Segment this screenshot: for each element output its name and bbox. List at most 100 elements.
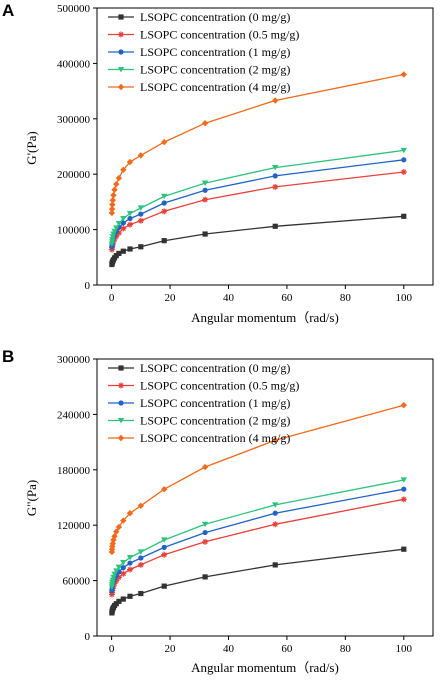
data-point xyxy=(127,560,133,566)
legend-marker xyxy=(118,49,124,55)
y-tick-label: 300000 xyxy=(57,354,91,366)
plot-frame xyxy=(96,7,434,286)
data-point xyxy=(108,205,116,213)
data-point xyxy=(138,555,144,561)
chart-panel-a: A 0 20 40 60 80 100 0 100000 200000 300000 400000 5… xyxy=(2,1,434,325)
data-point xyxy=(400,496,407,503)
data-point xyxy=(161,485,168,493)
data-point xyxy=(138,590,144,597)
data-point xyxy=(120,220,126,226)
legend-item: LSOPC concentration (1 mg/g) xyxy=(108,45,290,59)
data-point xyxy=(401,546,407,552)
data-point xyxy=(120,225,127,232)
data-point xyxy=(400,477,407,483)
legend-label: LSOPC concentration (2 mg/g) xyxy=(140,414,290,428)
data-point xyxy=(202,231,208,237)
series-4 xyxy=(108,71,407,217)
x-axis-title-a: Angular momentum（rad/s) xyxy=(191,310,339,325)
data-point xyxy=(272,521,279,528)
data-point xyxy=(126,210,134,217)
legend-a: LSOPC concentration (0 mg/g) LSOPC concen… xyxy=(108,10,299,94)
legend-item: LSOPC concentration (0 mg/g) xyxy=(108,361,290,375)
data-point xyxy=(202,187,208,193)
series-3 xyxy=(108,147,407,247)
legend-label: LSOPC concentration (2 mg/g) xyxy=(140,63,290,77)
legend-marker xyxy=(117,83,125,91)
data-point xyxy=(127,215,133,222)
data-point xyxy=(272,502,279,508)
legend-item: LSOPC concentration (4 mg/g) xyxy=(108,431,290,445)
data-point xyxy=(120,570,127,577)
y-tick-label: 0 xyxy=(85,631,91,643)
data-point xyxy=(202,574,208,580)
data-point xyxy=(109,201,116,208)
data-point xyxy=(138,244,144,250)
y-tick-label: 0 xyxy=(85,280,91,292)
legend-label: LSOPC concentration (0.5 mg/g) xyxy=(140,379,299,393)
legend-item: LSOPC concentration (0.5 mg/g) xyxy=(108,28,299,42)
data-point xyxy=(111,533,118,540)
y-axis-title-b: G"(Pa) xyxy=(24,480,39,516)
legend-marker xyxy=(117,66,125,73)
data-point xyxy=(120,517,127,524)
data-point xyxy=(161,551,168,558)
data-point xyxy=(109,197,116,204)
panel-label-a: A xyxy=(2,1,14,20)
data-point xyxy=(113,180,120,188)
data-point xyxy=(201,180,209,186)
data-point xyxy=(120,560,127,566)
x-tick-label: 0 xyxy=(109,292,115,304)
data-point xyxy=(127,246,133,252)
series-line xyxy=(111,149,404,245)
data-point xyxy=(116,598,122,604)
y-tick-label: 300000 xyxy=(57,114,91,126)
data-point xyxy=(120,166,127,173)
legend-item: LSOPC concentration (0.5 mg/g) xyxy=(108,379,299,393)
data-point xyxy=(110,536,117,544)
data-point xyxy=(127,221,134,228)
y-tick-label: 120000 xyxy=(57,520,91,532)
data-point xyxy=(127,593,133,599)
y-tick-label: 180000 xyxy=(57,465,91,477)
data-point xyxy=(202,529,208,536)
data-point xyxy=(272,173,278,179)
data-point xyxy=(272,562,278,568)
x-tick-label: 80 xyxy=(340,643,352,655)
data-point xyxy=(161,544,167,550)
data-point xyxy=(137,561,144,568)
series-line xyxy=(111,73,404,214)
data-point xyxy=(120,565,126,571)
legend-item: LSOPC concentration (2 mg/g) xyxy=(108,414,290,428)
y-axis-title-a: G'(Pa) xyxy=(24,131,39,164)
legend-marker xyxy=(118,365,124,371)
data-point xyxy=(272,183,279,190)
legend-label: LSOPC concentration (4 mg/g) xyxy=(140,80,290,94)
data-point xyxy=(110,192,117,199)
data-point xyxy=(400,147,407,154)
x-tick-label: 40 xyxy=(223,643,235,655)
legend-marker xyxy=(118,382,124,389)
data-point xyxy=(400,168,407,175)
series-1 xyxy=(108,168,407,253)
axes-b: 0 20 40 60 80 100 0 60000 120000 180000 240000 3000… xyxy=(57,354,434,655)
data-point xyxy=(127,566,134,573)
data-point xyxy=(401,157,407,163)
data-point xyxy=(126,158,134,166)
data-point xyxy=(272,97,279,104)
data-point xyxy=(400,401,407,409)
data-point xyxy=(115,574,122,581)
data-point xyxy=(202,538,209,545)
x-tick-label: 80 xyxy=(340,292,352,304)
data-point xyxy=(115,523,123,531)
y-tick-label: 240000 xyxy=(57,409,91,421)
legend-item: LSOPC concentration (0 mg/g) xyxy=(108,10,290,24)
data-point xyxy=(113,253,119,259)
data-point xyxy=(113,225,120,231)
axes-a: 0 20 40 60 80 100 0 100000 200000 300000 400000 500… xyxy=(57,3,434,304)
legend-marker xyxy=(117,434,125,442)
series-0 xyxy=(109,546,407,616)
data-point xyxy=(126,554,134,561)
series-line xyxy=(111,498,404,595)
legend-marker xyxy=(118,400,124,406)
data-point xyxy=(137,549,145,555)
